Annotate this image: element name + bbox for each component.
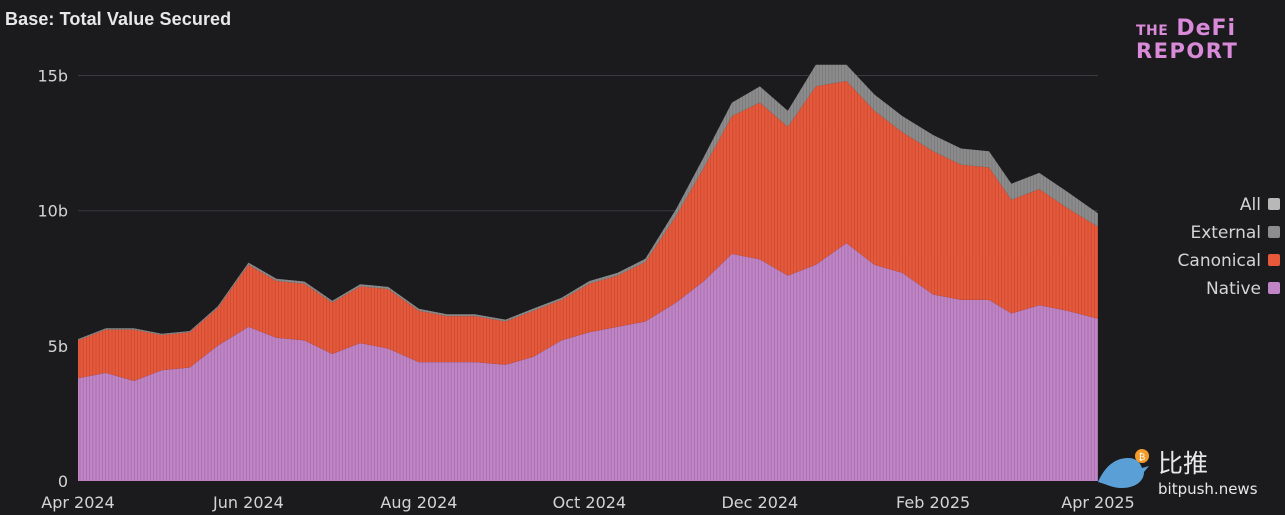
x-tick-label: Apr 2025	[1061, 493, 1134, 512]
x-tick-label: Apr 2024	[41, 493, 114, 512]
logo-the: THE	[1136, 23, 1169, 39]
watermark-site: bitpush.news	[1158, 480, 1258, 498]
watermark-chinese-text: 比推	[1158, 449, 1209, 478]
legend-swatch-canonical	[1268, 254, 1280, 266]
y-tick-label: 5b	[48, 337, 68, 356]
legend-label-native: Native	[1206, 279, 1261, 299]
series-area-native	[78, 243, 1098, 481]
chart-title: Base: Total Value Secured	[5, 9, 232, 29]
watermark: ₿ 比推 bitpush.news	[1094, 444, 1274, 504]
x-tick-label: Dec 2024	[721, 493, 798, 512]
legend-swatch-native	[1268, 282, 1280, 294]
legend-label-external: External	[1190, 223, 1261, 243]
y-tick-label: 0	[58, 472, 68, 491]
logo-report: REPORT	[1136, 39, 1239, 63]
legend-label-canonical: Canonical	[1178, 251, 1261, 271]
x-tick-label: Aug 2024	[380, 493, 457, 512]
bird-icon: ₿	[1098, 449, 1149, 488]
y-tick-label: 15b	[37, 67, 68, 86]
series-area-canonical	[78, 81, 1098, 381]
legend-label-all: All	[1240, 195, 1261, 215]
logo-defi: DeFi	[1176, 16, 1237, 41]
legend-swatch-external	[1268, 226, 1280, 238]
x-tick-label: Oct 2024	[553, 493, 626, 512]
legend-swatch-all	[1268, 198, 1280, 210]
defi-report-logo: THE DeFi REPORT	[1136, 18, 1241, 62]
x-tick-label: Jun 2024	[212, 493, 284, 512]
x-tick-label: Feb 2025	[896, 493, 970, 512]
svg-text:₿: ₿	[1139, 452, 1146, 463]
y-tick-label: 10b	[37, 202, 68, 221]
